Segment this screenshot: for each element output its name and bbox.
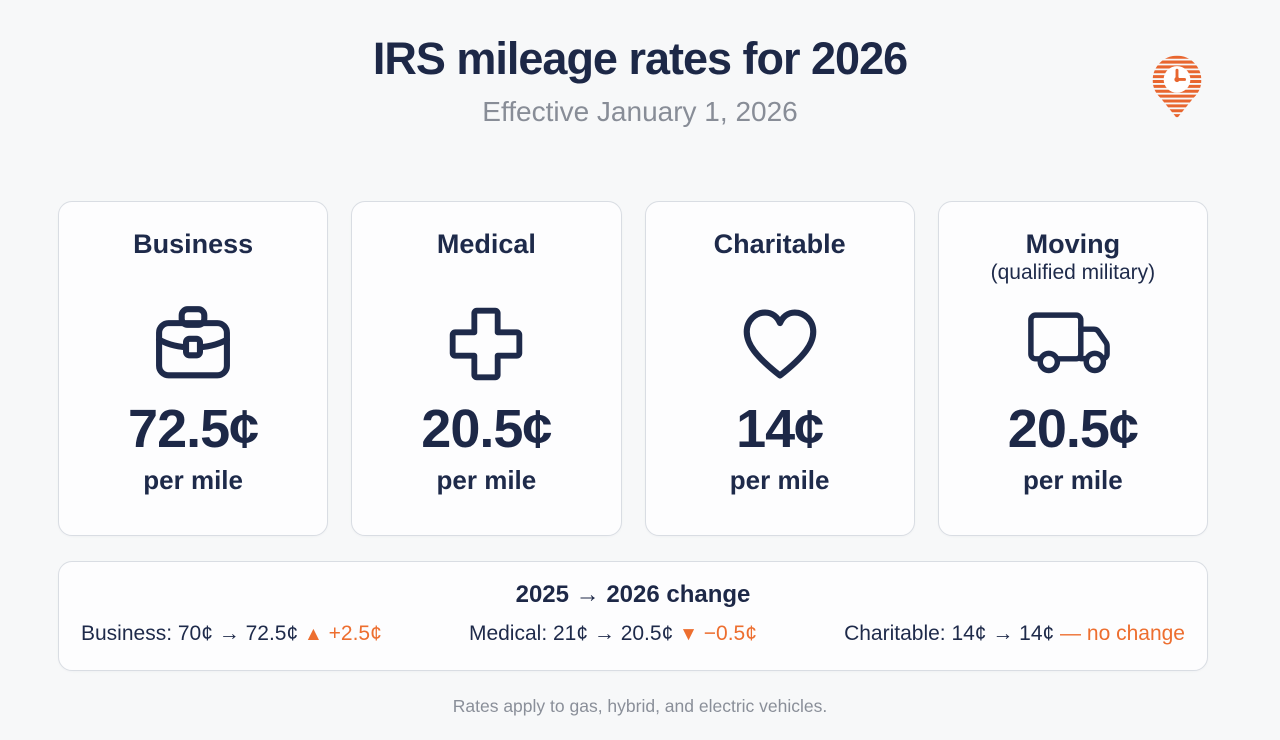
change-delta: no change (1086, 622, 1185, 645)
card-title: Business (133, 229, 254, 259)
dash-icon: — (1060, 622, 1082, 645)
change-item-business: Business: 70¢ → 72.5¢ ▲ +2.5¢ (81, 622, 382, 646)
rate-unit: per mile (436, 465, 537, 495)
rate-value: 72.5¢ (128, 399, 259, 459)
card-title: Charitable (713, 229, 846, 259)
medical-cross-icon (446, 302, 526, 386)
rate-unit: per mile (1023, 465, 1123, 495)
change-panel: 2025 → 2026 change Business: 70¢ → 72.5¢… (58, 561, 1208, 671)
change-text: Business: 70¢ → 72.5¢ (81, 622, 299, 645)
rate-value: 14¢ (736, 399, 824, 459)
rate-card-medical: Medical 20.5¢ per mile (351, 201, 622, 536)
change-delta: +2.5¢ (328, 622, 382, 645)
page-title: IRS mileage rates for 2026 (372, 33, 908, 84)
footnote: Rates apply to gas, hybrid, and electric… (452, 696, 828, 716)
rate-card-business: Business 72.5¢ per mile (58, 201, 329, 536)
infographic-page: IRS mileage rates for 2026 Effective Jan… (0, 33, 1280, 716)
rate-value: 20.5¢ (421, 399, 552, 459)
change-text: Medical: 21¢ → 20.5¢ (468, 622, 674, 645)
briefcase-icon (151, 302, 235, 386)
rate-unit: per mile (729, 465, 830, 495)
card-subtitle: (qualified military) (990, 261, 1156, 285)
down-triangle-icon: ▼ (679, 624, 698, 645)
change-items-row: Business: 70¢ → 72.5¢ ▲ +2.5¢ Medical: 2… (59, 622, 1207, 646)
striped-pin-clock-logo-icon (1152, 55, 1202, 118)
card-title: Medical (436, 229, 536, 259)
rate-card-charitable: Charitable 14¢ per mile (644, 201, 915, 536)
truck-icon (1027, 302, 1119, 386)
change-text: Charitable: 14¢ → 14¢ (844, 622, 1055, 645)
card-title: Moving (1025, 229, 1121, 259)
change-item-medical: Medical: 21¢ → 20.5¢ ▼ −0.5¢ (469, 622, 757, 646)
change-item-charitable: Charitable: 14¢ → 14¢ — no change (844, 622, 1185, 646)
change-delta: −0.5¢ (703, 622, 757, 645)
rate-cards-row: Business 72.5¢ per mile Medical (58, 201, 1208, 536)
page-subtitle: Effective January 1, 2026 (482, 95, 798, 127)
up-triangle-icon: ▲ (303, 624, 323, 645)
rate-unit: per mile (143, 465, 243, 495)
rate-card-moving: Moving (qualified military) 20.5¢ per mi… (937, 201, 1208, 536)
heart-icon (738, 302, 822, 386)
change-panel-title: 2025 → 2026 change (515, 581, 751, 608)
rate-value: 20.5¢ (1007, 399, 1139, 459)
